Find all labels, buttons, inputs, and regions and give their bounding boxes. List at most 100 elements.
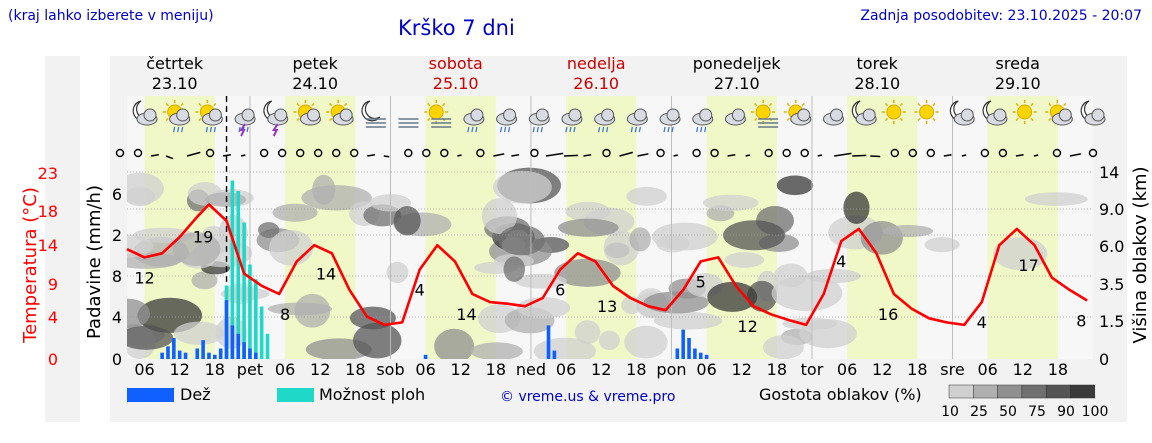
cloud-cell bbox=[517, 297, 571, 319]
rain-drop bbox=[638, 126, 641, 133]
rain-bar bbox=[230, 325, 235, 359]
left-axis-panel bbox=[45, 56, 80, 422]
wind-calm-icon bbox=[259, 148, 269, 158]
x-day-tick: pet bbox=[237, 360, 263, 379]
sun-ray bbox=[932, 117, 936, 122]
wind-calm-icon bbox=[314, 148, 323, 158]
wind-calm-icon bbox=[692, 148, 701, 158]
rain-bar bbox=[704, 354, 709, 359]
cloud-height-axis-tick: 1.5 bbox=[1099, 312, 1124, 331]
x-hour-tick: 06 bbox=[134, 360, 154, 379]
sun-ray bbox=[165, 117, 169, 122]
sun-rain-icon bbox=[195, 100, 223, 133]
day-name: nedelja bbox=[567, 54, 626, 73]
sun-rain-icon bbox=[162, 100, 191, 133]
cloud-height-axis-tick: 9.0 bbox=[1099, 200, 1124, 219]
wind-calm-icon bbox=[133, 148, 143, 158]
sun-shape bbox=[919, 104, 935, 120]
day-name: ponedeljek bbox=[693, 54, 782, 73]
rain-drop bbox=[532, 126, 535, 133]
sun-ray bbox=[329, 102, 333, 107]
cloud-density-step: 10 bbox=[941, 404, 959, 420]
sun-fog-icon bbox=[751, 100, 779, 128]
sun-ray bbox=[754, 102, 758, 107]
wind-calm-icon bbox=[980, 148, 990, 158]
rain-bar bbox=[201, 340, 205, 359]
cloud-cell bbox=[629, 227, 651, 252]
precip-axis-tick: 8 bbox=[112, 267, 122, 286]
wind-barb-icon bbox=[186, 151, 201, 157]
precip-axis-tick: 4 bbox=[112, 308, 122, 327]
sun-icon bbox=[914, 100, 939, 124]
cloud-cell bbox=[724, 252, 765, 268]
rain-bar bbox=[207, 352, 211, 359]
wind-calm-icon bbox=[908, 148, 918, 158]
day-date: 26.10 bbox=[573, 74, 619, 93]
wind-calm-icon bbox=[1052, 148, 1062, 158]
wind-barb-icon bbox=[165, 155, 174, 160]
cloud-density-step: 90 bbox=[1057, 404, 1075, 420]
day-date: 28.10 bbox=[854, 74, 900, 93]
cloud-cell bbox=[258, 222, 280, 238]
wind-barb-icon bbox=[1069, 153, 1081, 157]
rain-drop bbox=[630, 126, 633, 133]
rain-bar bbox=[546, 325, 551, 359]
sun-ray bbox=[1048, 117, 1052, 122]
wind-barb-icon bbox=[834, 152, 852, 157]
wind-calm-icon bbox=[800, 148, 809, 158]
rain-bar bbox=[242, 342, 246, 359]
cloud-cell bbox=[267, 302, 333, 316]
rain-bar bbox=[183, 352, 188, 359]
wind-barb-icon bbox=[493, 153, 505, 157]
cloud-shape bbox=[633, 108, 647, 122]
sun-shape bbox=[1017, 104, 1033, 120]
sun-shape bbox=[428, 104, 444, 120]
storm-bar bbox=[242, 222, 246, 359]
temperature-label: 6 bbox=[555, 281, 565, 300]
temp-axis-tick: 18 bbox=[38, 202, 58, 221]
rain-drop bbox=[696, 126, 699, 133]
cloud-shape bbox=[503, 108, 517, 122]
sun-ray bbox=[1048, 102, 1052, 107]
cloud-shape bbox=[274, 108, 288, 122]
cloud-rain-icon bbox=[463, 108, 485, 133]
cloud-rain-icon bbox=[659, 108, 681, 133]
cloud-shape bbox=[960, 108, 974, 122]
cloud-cell bbox=[651, 222, 718, 251]
temp-axis-tick: 14 bbox=[38, 236, 58, 255]
temperature-line bbox=[126, 203, 1088, 327]
fog-moon-icon bbox=[361, 100, 386, 128]
x-day-tick: pon bbox=[656, 360, 686, 379]
sun-ray bbox=[213, 102, 217, 107]
rain-drop bbox=[173, 126, 176, 133]
lightning bbox=[271, 123, 279, 137]
rain-bar bbox=[552, 350, 557, 359]
cloud-shape bbox=[797, 108, 811, 122]
wind-barb-icon bbox=[545, 152, 564, 157]
wind-calm-icon bbox=[440, 148, 449, 158]
sun-ray bbox=[343, 102, 348, 107]
rain-bar bbox=[195, 348, 200, 359]
cloud-cell bbox=[554, 258, 621, 287]
precip-axis-tick: 0 bbox=[112, 350, 122, 369]
rain-drop bbox=[205, 126, 209, 133]
sun-ray bbox=[899, 117, 903, 122]
cloud-cell bbox=[924, 237, 960, 253]
precip-axis-label: Padavine (mm/h) bbox=[84, 185, 105, 339]
sun-ray bbox=[165, 102, 169, 107]
wind-calm-icon bbox=[530, 148, 539, 158]
cloud-cell bbox=[762, 335, 804, 359]
cloud-density-swatch bbox=[948, 384, 974, 399]
cloud-icon bbox=[822, 108, 844, 126]
wind-barb-icon bbox=[943, 154, 952, 157]
rain-drop bbox=[540, 126, 543, 133]
rain-bar bbox=[160, 352, 164, 359]
moon-cloud-icon bbox=[1080, 100, 1106, 126]
wind-barb-icon bbox=[961, 154, 967, 157]
rain-bar bbox=[681, 329, 685, 359]
sun-ray bbox=[1015, 102, 1019, 107]
sun-ray bbox=[296, 102, 300, 107]
temperature-label: 8 bbox=[280, 305, 290, 324]
rain-legend-label: Dež bbox=[180, 385, 211, 404]
storm-bar bbox=[265, 333, 270, 359]
